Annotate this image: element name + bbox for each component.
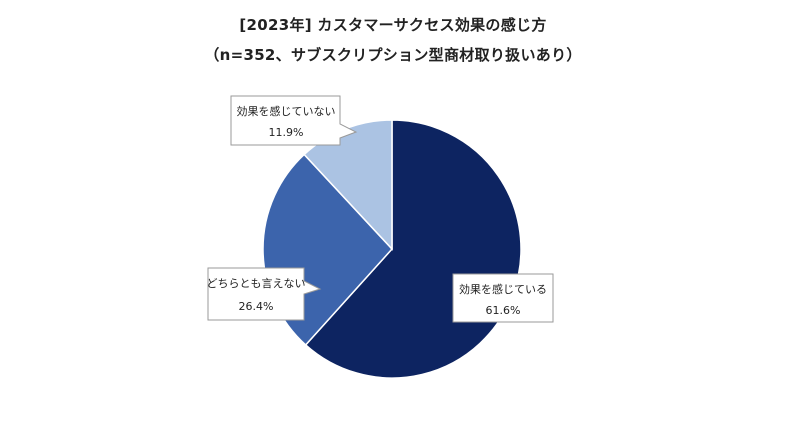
chart-title-line-1: [2023年] カスタマーサクセス効果の感じ方 <box>239 16 547 34</box>
callout-box <box>207 267 322 321</box>
slice-label: 効果を感じていない <box>237 104 336 118</box>
callout-box <box>230 95 358 146</box>
pie-slices <box>262 119 522 379</box>
callout-box <box>452 273 554 323</box>
chart-title-line-2: （n=352、サブスクリプション型商材取り扱いあり） <box>204 46 582 64</box>
slice-value-label: 26.4% <box>239 300 274 313</box>
slice-value-label: 61.6% <box>486 304 521 317</box>
callout-feeling-effect: 効果を感じている 61.6% <box>452 273 554 323</box>
callout-neutral: どちらとも言えない 26.4% <box>207 267 322 321</box>
slice-label: どちらとも言えない <box>207 277 306 290</box>
callout-not-feeling-effect: 効果を感じていない 11.9% <box>230 95 358 146</box>
slice-value-label: 11.9% <box>269 126 304 139</box>
slice-label: 効果を感じている <box>459 282 547 296</box>
